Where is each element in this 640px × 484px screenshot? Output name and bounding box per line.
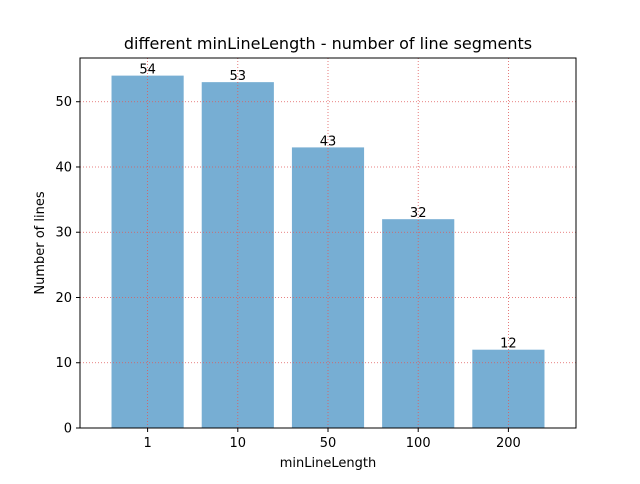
y-axis-label: Number of lines bbox=[33, 191, 48, 294]
y-tick-label: 0 bbox=[64, 422, 72, 437]
y-tick-label: 30 bbox=[55, 226, 72, 241]
bar bbox=[291, 147, 365, 428]
data-label: 12 bbox=[500, 337, 517, 352]
data-label: 54 bbox=[139, 63, 156, 78]
bars bbox=[111, 75, 545, 428]
bar bbox=[111, 75, 184, 428]
data-labels: 54 53 43 32 12 bbox=[139, 63, 516, 352]
x-tick-label: 50 bbox=[320, 436, 337, 451]
x-tick-label: 200 bbox=[496, 436, 521, 451]
x-tick-label: 100 bbox=[406, 436, 431, 451]
y-tick-label: 50 bbox=[55, 95, 72, 110]
data-label: 53 bbox=[230, 69, 247, 84]
data-label: 43 bbox=[320, 134, 337, 149]
data-label: 32 bbox=[410, 206, 427, 221]
axes: 0 10 20 30 40 50 1 10 50 100 200 bbox=[55, 95, 520, 451]
x-axis-label: minLineLength bbox=[280, 456, 376, 471]
x-tick-label: 10 bbox=[230, 436, 247, 451]
x-tick-label: 1 bbox=[143, 436, 151, 451]
y-tick-label: 20 bbox=[55, 291, 72, 306]
y-tick-label: 10 bbox=[55, 356, 72, 371]
chart-title: different minLineLength - number of line… bbox=[124, 34, 532, 53]
y-tick-label: 40 bbox=[55, 160, 72, 175]
